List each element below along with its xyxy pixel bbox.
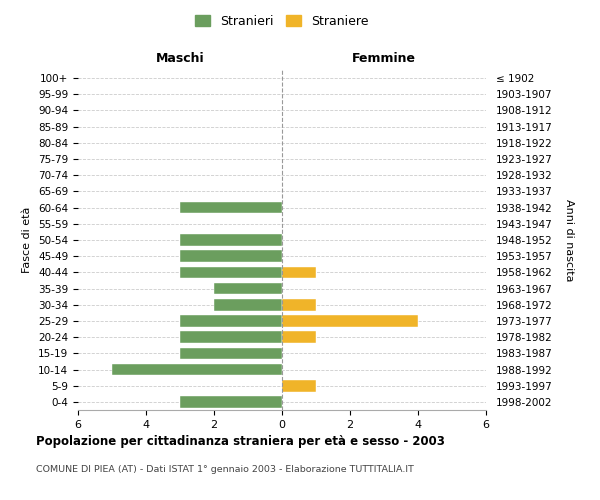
Bar [180,332,282,343]
Bar [180,396,282,407]
Text: Popolazione per cittadinanza straniera per età e sesso - 2003: Popolazione per cittadinanza straniera p… [36,435,445,448]
Bar [180,348,282,359]
Bar [214,299,282,310]
Bar [214,282,282,294]
Y-axis label: Anni di nascita: Anni di nascita [563,198,574,281]
Bar [180,315,282,327]
Y-axis label: Fasce di età: Fasce di età [22,207,32,273]
Text: COMUNE DI PIEA (AT) - Dati ISTAT 1° gennaio 2003 - Elaborazione TUTTITALIA.IT: COMUNE DI PIEA (AT) - Dati ISTAT 1° genn… [36,465,414,474]
Text: Femmine: Femmine [352,52,416,65]
Bar [282,315,418,327]
Bar [180,250,282,262]
Bar [180,266,282,278]
Bar [180,234,282,246]
Bar [282,332,316,343]
Bar [282,380,316,392]
Legend: Stranieri, Straniere: Stranieri, Straniere [190,10,374,33]
Bar [112,364,282,376]
Text: Maschi: Maschi [155,52,205,65]
Bar [282,266,316,278]
Bar [282,299,316,310]
Bar [180,202,282,213]
